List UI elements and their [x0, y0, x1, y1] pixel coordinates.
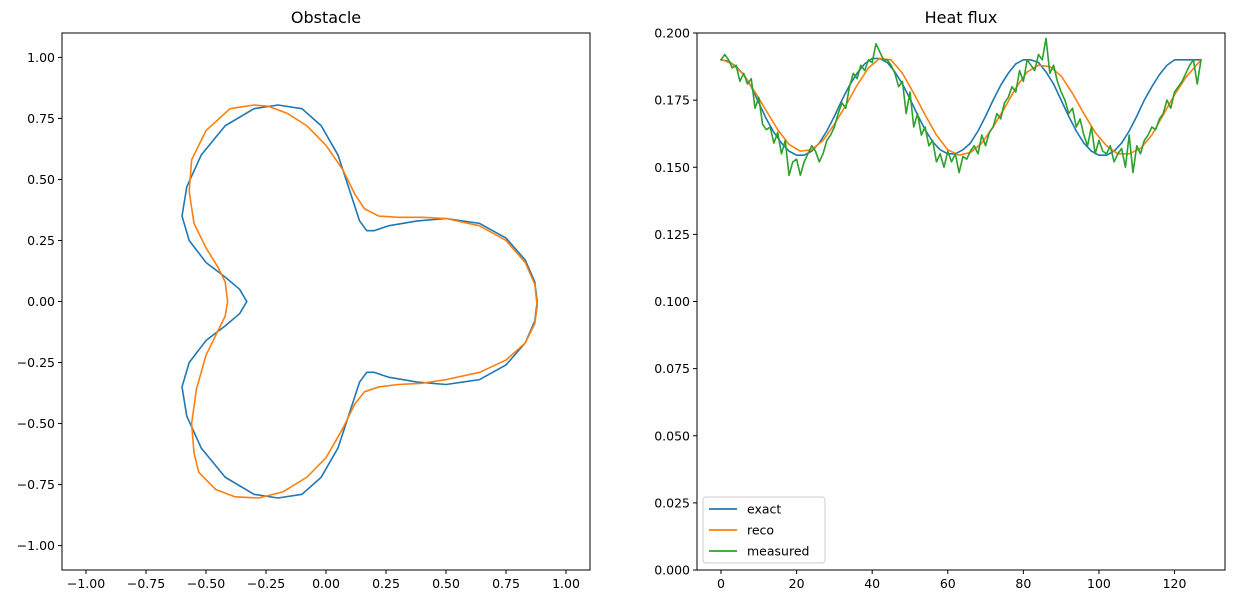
obstacle-plot-frame	[61, 32, 591, 571]
obstacle-x-tick-label: 0.75	[492, 576, 520, 591]
heat-flux-chart-title: Heat flux	[925, 8, 998, 27]
heat-flux-chart: Heat flux 0 20 40 60 80 100 120 0.000 0.025 0.05…	[654, 8, 1226, 591]
obstacle-y-tick-label: −1.00	[17, 538, 55, 553]
heat-flux-series-measured	[720, 37, 1202, 177]
obstacle-y-tick-label: 0.75	[27, 111, 55, 126]
heat-flux-series-group	[720, 37, 1202, 177]
obstacle-x-tick-label: 1.00	[552, 576, 580, 591]
obstacle-series-group	[181, 104, 539, 499]
heat-flux-y-axis: 0.000 0.025 0.050 0.075 0.100 0.125 0.150 0.175…	[654, 26, 697, 578]
heat-flux-x-axis: 0 20 40 60 80 100 120	[717, 570, 1187, 591]
heat-flux-x-tick-label: 0	[717, 576, 725, 591]
legend-box	[702, 496, 826, 564]
obstacle-curve-2	[188, 104, 539, 499]
legend-label-exact: exact	[747, 502, 781, 517]
heat-flux-y-tick-label: 0.000	[654, 563, 690, 578]
heat-flux-x-tick-label: 120	[1163, 576, 1187, 591]
heat-flux-x-tick-label: 60	[940, 576, 956, 591]
heat-flux-y-tick-label: 0.075	[654, 361, 690, 376]
obstacle-y-tick-label: 0.25	[27, 233, 55, 248]
heat-flux-y-tick-label: 0.200	[654, 26, 690, 41]
heat-flux-x-tick-label: 20	[789, 576, 805, 591]
obstacle-y-axis: −1.00 −0.75 −0.50 −0.25 0.00 0.25 0.50 0.75 1.00	[17, 50, 62, 553]
obstacle-curve-1	[181, 104, 539, 499]
heat-flux-y-tick-label: 0.050	[654, 428, 690, 443]
heat-flux-series-exact	[720, 57, 1202, 156]
heat-flux-legend: exact reco measured	[702, 496, 826, 564]
obstacle-x-tick-label: −0.50	[187, 576, 225, 591]
heat-flux-x-tick-label: 40	[864, 576, 880, 591]
obstacle-y-tick-label: −0.50	[17, 416, 55, 431]
heat-flux-y-tick-label: 0.100	[654, 294, 690, 309]
heat-flux-plot-frame	[696, 32, 1226, 571]
legend-label-reco: reco	[747, 523, 774, 538]
obstacle-y-tick-label: 1.00	[27, 50, 55, 65]
legend-entries: exact reco measured	[709, 502, 809, 559]
obstacle-y-tick-label: 0.50	[27, 172, 55, 187]
obstacle-y-tick-label: −0.25	[17, 355, 55, 370]
heat-flux-x-tick-label: 80	[1015, 576, 1031, 591]
obstacle-chart: Obstacle −1.00 −0.75 −0.50 −0.25 0.00 0.25 0.5…	[17, 8, 591, 591]
obstacle-x-tick-label: −1.00	[67, 576, 105, 591]
obstacle-y-tick-label: 0.00	[27, 294, 55, 309]
obstacle-y-tick-label: −0.75	[17, 477, 55, 492]
obstacle-chart-title: Obstacle	[291, 8, 361, 27]
heat-flux-y-tick-label: 0.125	[654, 227, 690, 242]
legend-label-measured: measured	[747, 544, 809, 559]
heat-flux-y-tick-label: 0.025	[654, 495, 690, 510]
obstacle-x-tick-label: −0.75	[127, 576, 165, 591]
obstacle-x-tick-label: 0.50	[432, 576, 460, 591]
heat-flux-y-tick-label: 0.175	[654, 93, 690, 108]
heat-flux-x-tick-label: 100	[1087, 576, 1111, 591]
obstacle-x-tick-label: −0.25	[247, 576, 285, 591]
obstacle-x-axis: −1.00 −0.75 −0.50 −0.25 0.00 0.25 0.50 0.75 1.00	[67, 570, 580, 591]
obstacle-x-tick-label: 0.25	[372, 576, 400, 591]
heat-flux-y-tick-label: 0.150	[654, 160, 690, 175]
obstacle-x-tick-label: 0.00	[312, 576, 340, 591]
